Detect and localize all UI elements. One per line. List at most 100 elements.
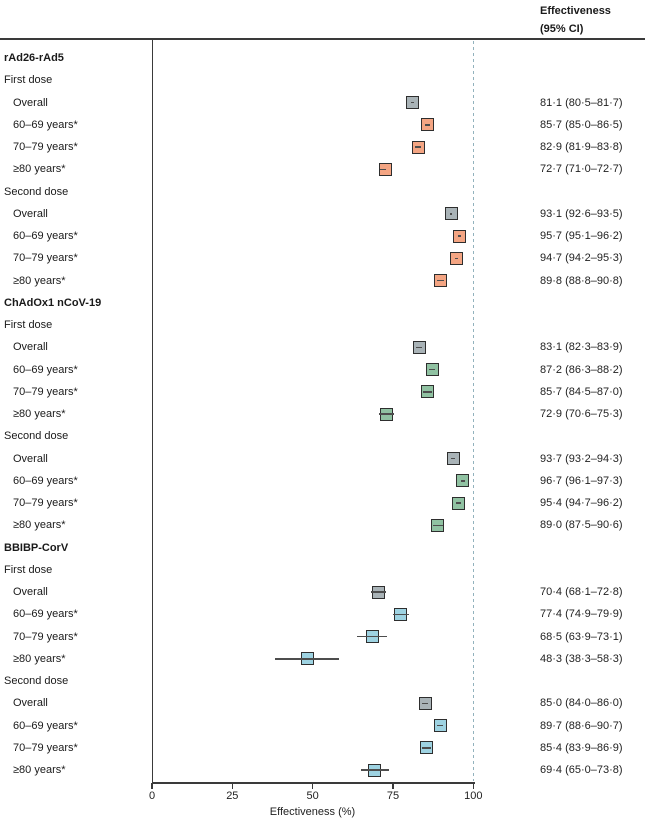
x-axis-tick-label: 50 <box>306 790 319 802</box>
age-group-label: Overall <box>13 452 48 465</box>
effectiveness-value: 77·4 (74·9–79·9) <box>540 608 623 621</box>
ci-whisker <box>436 724 444 727</box>
ci-whisker <box>357 635 387 638</box>
ci-whisker <box>416 346 422 348</box>
x-axis-tick-label: 100 <box>464 790 483 802</box>
group-label: rAd26-rAd5 <box>4 52 64 64</box>
ci-whisker <box>370 591 386 593</box>
effectiveness-value: 68·5 (63·9–73·1) <box>540 630 623 643</box>
age-group-label: ≥80 years* <box>13 519 66 532</box>
group-label: BBIBP-CorV <box>4 541 69 554</box>
effectiveness-value: 87·2 (86·3–88·2) <box>540 363 623 376</box>
age-group-label: 70–79 years* <box>13 252 78 265</box>
age-group-label: 60–69 years* <box>13 474 78 487</box>
ci-whisker <box>378 413 394 415</box>
age-group-label: 60–69 years* <box>13 230 78 242</box>
ci-whisker <box>425 124 430 126</box>
dose-label: Second dose <box>4 430 69 443</box>
value-column-header-line1: Effectiveness <box>540 5 611 17</box>
ci-whisker <box>429 368 436 371</box>
ci-whisker <box>460 480 465 482</box>
ci-whisker <box>360 769 390 771</box>
effectiveness-value: 85·7 (84·5–87·0) <box>540 385 623 398</box>
effectiveness-value: 72·9 (70·6–75·3) <box>540 408 623 420</box>
dose-label: First dose <box>4 319 53 331</box>
dose-label: Second dose <box>4 675 69 687</box>
effectiveness-value: 85·0 (84·0–86·0) <box>540 697 623 710</box>
x-axis-tick <box>392 783 394 789</box>
x-axis-tick <box>231 783 234 789</box>
dose-label: First dose <box>4 563 53 576</box>
dose-label: Second dose <box>4 185 69 198</box>
value-column-header-line2: (95% CI) <box>540 23 584 35</box>
age-group-label: 70–79 years* <box>13 741 78 754</box>
x-axis-tick-label: 25 <box>226 790 239 802</box>
x-axis-tick <box>311 783 314 789</box>
effectiveness-value: 89·0 (87·5–90·6) <box>540 519 623 532</box>
ci-whisker <box>421 702 429 704</box>
age-group-label: ≥80 years* <box>13 274 66 287</box>
age-group-label: Overall <box>13 207 48 220</box>
effectiveness-value: 94·7 (94·2–95·3) <box>540 252 623 265</box>
effectiveness-value: 82·9 (81·9–83·8) <box>540 141 623 153</box>
ci-whisker <box>415 146 422 148</box>
age-group-label: ≥80 years* <box>13 163 66 176</box>
age-group-label: Overall <box>13 341 48 354</box>
effectiveness-value: 96·7 (96·1–97·3) <box>540 474 623 487</box>
x-axis-tick <box>472 783 474 789</box>
ci-whisker <box>421 747 432 749</box>
effectiveness-value: 69·4 (65·0–73·8) <box>540 764 623 776</box>
ci-whisker <box>410 101 415 104</box>
age-group-label: ≥80 years* <box>13 652 66 665</box>
forest-marker <box>379 162 393 176</box>
effectiveness-value: 93·1 (92·6–93·5) <box>540 207 623 220</box>
effectiveness-value: 95·7 (95·1–96·2) <box>540 230 623 242</box>
ci-whisker <box>437 279 444 282</box>
effectiveness-value: 72·7 (71·0–72·7) <box>540 163 623 176</box>
effectiveness-value: 48·3 (38·3–58·3) <box>540 652 623 665</box>
age-group-label: 70–79 years* <box>13 385 78 398</box>
effectiveness-value: 85·4 (83·9–86·9) <box>540 741 623 754</box>
ci-whisker <box>275 658 340 660</box>
age-group-label: 60–69 years* <box>13 118 78 131</box>
age-group-label: 70–79 years* <box>13 497 78 509</box>
age-group-label: Overall <box>13 586 48 598</box>
ci-whisker <box>451 457 455 460</box>
effectiveness-value: 89·7 (88·6–90·7) <box>540 719 623 732</box>
age-group-label: Overall <box>13 697 48 710</box>
value-column-header: Effectiveness (95% CI) <box>540 2 611 38</box>
ci-whisker <box>456 502 462 504</box>
age-group-label: Overall <box>13 96 48 109</box>
ci-whisker <box>449 213 453 215</box>
x-axis-tick-label: 0 <box>148 790 156 802</box>
reference-line-100 <box>472 41 475 781</box>
age-group-label: ≥80 years* <box>13 764 66 776</box>
age-group-label: ≥80 years* <box>13 408 66 420</box>
ci-whisker <box>392 613 409 615</box>
age-group-label: 60–69 years* <box>13 719 78 732</box>
x-axis-tick <box>151 783 153 789</box>
ci-whisker <box>454 257 459 259</box>
age-group-label: 60–69 years* <box>13 608 78 621</box>
top-rule <box>0 38 645 40</box>
effectiveness-value: 83·1 (82·3–83·9) <box>540 341 623 354</box>
age-group-label: 60–69 years* <box>13 363 78 376</box>
y-axis-line <box>151 39 153 783</box>
effectiveness-value: 81·1 (80·5–81·7) <box>540 96 623 109</box>
x-axis-line <box>151 782 475 784</box>
x-axis-tick-label: 75 <box>386 790 400 802</box>
effectiveness-value: 70·4 (68·1–72·8) <box>540 586 623 598</box>
effectiveness-value: 95·4 (94·7–96·2) <box>540 497 623 509</box>
age-group-label: 70–79 years* <box>13 141 78 153</box>
ci-whisker <box>433 524 444 526</box>
effectiveness-value: 85·7 (85·0–86·5) <box>540 118 623 131</box>
ci-whisker <box>423 391 432 393</box>
effectiveness-value: 93·7 (93·2–94·3) <box>540 452 623 465</box>
ci-whisker <box>380 168 386 170</box>
effectiveness-value: 89·8 (88·8–90·8) <box>540 274 623 287</box>
dose-label: First dose <box>4 74 53 87</box>
age-group-label: 70–79 years* <box>13 630 78 643</box>
x-axis-title: Effectiveness (%) <box>269 806 356 818</box>
ci-whisker <box>457 235 462 237</box>
